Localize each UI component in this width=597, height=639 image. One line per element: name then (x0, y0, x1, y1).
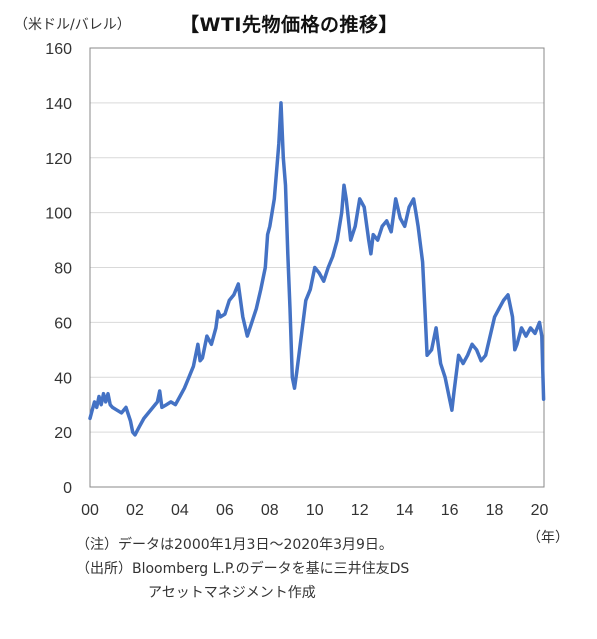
y-tick-label: 160 (45, 41, 72, 58)
x-tick-label: 06 (216, 502, 234, 519)
x-tick-label: 08 (261, 502, 279, 519)
x-tick-label: 18 (486, 502, 504, 519)
chart-title: 【WTI先物価格の推移】 (180, 14, 398, 36)
x-tick-label: 04 (171, 502, 189, 519)
series-line-wti (88, 101, 546, 437)
x-tick-labels: 00 02 04 06 08 10 12 14 16 18 20 (81, 502, 548, 519)
y-tick-label: 40 (54, 370, 72, 387)
x-tick-label: 14 (396, 502, 414, 519)
source-text-continued: アセットマネジメント作成 (148, 585, 316, 601)
x-tick-label: 16 (441, 502, 459, 519)
y-tick-label: 80 (54, 261, 72, 278)
y-tick-label: 20 (54, 425, 72, 442)
x-tick-label: 00 (81, 502, 99, 519)
y-tick-label: 120 (45, 151, 72, 168)
plot-frame (89, 47, 545, 488)
y-tick-label: 0 (63, 480, 72, 497)
y-tick-label: 60 (54, 315, 72, 332)
x-tick-label: 12 (351, 502, 369, 519)
y-tick-label: 140 (45, 96, 72, 113)
x-tick-label: 10 (306, 502, 324, 519)
x-tick-label: 20 (531, 502, 549, 519)
source-text: （出所）Bloomberg L.P.のデータを基に三井住友DS (76, 561, 410, 577)
chart-canvas: 0 20 40 60 80 100 120 140 160 00 02 04 06 08 10 12 14 16… (45, 41, 548, 519)
x-axis-unit-label: （年） (527, 530, 569, 546)
x-tick-label: 02 (126, 502, 144, 519)
y-axis-unit-label: （米ドル/バレル） (14, 17, 131, 33)
y-tick-labels: 0 20 40 60 80 100 120 140 160 (45, 41, 72, 497)
y-tick-label: 100 (45, 206, 72, 223)
note-text: （注）データは2000年1月3日～2020年3月9日。 (76, 537, 393, 553)
